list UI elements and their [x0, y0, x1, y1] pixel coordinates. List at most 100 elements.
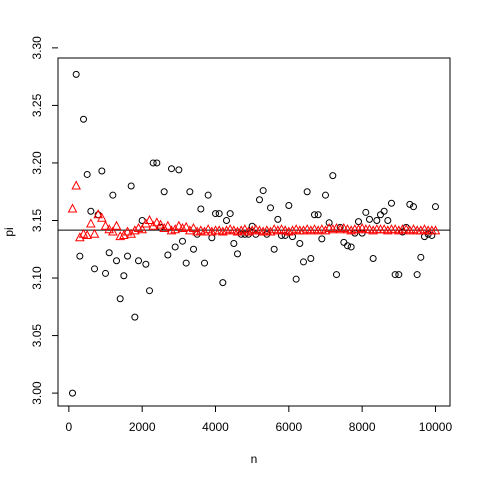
- point: [303, 188, 311, 196]
- x-axis-label: n: [251, 452, 258, 466]
- point: [83, 170, 91, 178]
- y-tick-label: 3.05: [30, 324, 44, 348]
- point: [175, 166, 183, 174]
- point: [116, 295, 124, 303]
- point: [384, 216, 392, 224]
- point: [221, 225, 232, 235]
- point: [179, 237, 187, 245]
- point: [159, 222, 170, 233]
- point: [181, 221, 192, 231]
- point: [307, 254, 315, 262]
- point: [177, 222, 188, 233]
- point: [72, 70, 80, 78]
- point: [380, 207, 388, 215]
- point: [310, 211, 318, 219]
- point: [314, 211, 322, 219]
- point: [230, 240, 238, 248]
- x-tick-label: 4000: [202, 420, 229, 434]
- point: [122, 226, 133, 236]
- point: [272, 225, 283, 235]
- point: [171, 243, 179, 251]
- x-tick-label: 0: [66, 420, 73, 434]
- point: [232, 226, 243, 236]
- point: [387, 199, 395, 207]
- point: [201, 259, 209, 267]
- point: [243, 226, 254, 236]
- point: [69, 389, 77, 397]
- point: [382, 225, 393, 235]
- point: [67, 203, 78, 213]
- point: [131, 313, 139, 321]
- point: [199, 226, 210, 236]
- point: [113, 257, 121, 265]
- point: [192, 226, 203, 236]
- point: [340, 238, 348, 246]
- point: [404, 225, 415, 235]
- point: [258, 226, 268, 236]
- point: [142, 260, 150, 268]
- point: [164, 251, 172, 259]
- point: [283, 226, 294, 236]
- point: [168, 165, 176, 173]
- point: [182, 259, 190, 267]
- point: [203, 224, 214, 234]
- point: [296, 240, 304, 248]
- point: [234, 250, 242, 258]
- point: [409, 203, 417, 211]
- point: [120, 272, 128, 280]
- point: [274, 215, 282, 223]
- point: [208, 234, 216, 242]
- point: [335, 224, 345, 234]
- point: [343, 242, 351, 250]
- point: [104, 224, 115, 234]
- point: [190, 245, 198, 253]
- point: [393, 225, 404, 235]
- point: [431, 203, 439, 211]
- point: [265, 226, 276, 236]
- point: [413, 271, 421, 279]
- point: [144, 214, 155, 224]
- point: [186, 188, 194, 196]
- point: [207, 226, 217, 236]
- point: [146, 287, 154, 295]
- point: [298, 225, 309, 235]
- point: [115, 231, 126, 241]
- point: [240, 224, 250, 234]
- point: [71, 180, 82, 190]
- plot-frame: [57, 57, 451, 407]
- y-tick-label: 3.30: [30, 36, 44, 60]
- point: [97, 212, 107, 222]
- point: [219, 279, 227, 287]
- x-tick-label: 2000: [129, 420, 156, 434]
- x-tick-label: 8000: [349, 420, 376, 434]
- point: [80, 115, 88, 123]
- point: [102, 269, 110, 277]
- point: [321, 191, 329, 199]
- point: [354, 218, 362, 226]
- x-tick-label: 6000: [275, 420, 302, 434]
- point: [373, 216, 381, 224]
- point: [160, 188, 168, 196]
- y-tick-label: 3.10: [30, 266, 44, 290]
- point: [299, 258, 307, 266]
- point: [415, 225, 426, 235]
- point: [185, 225, 195, 235]
- point: [255, 196, 263, 204]
- point: [223, 216, 231, 224]
- point: [417, 253, 425, 261]
- point: [259, 187, 267, 195]
- point: [137, 224, 148, 234]
- point: [329, 172, 337, 180]
- point: [266, 204, 274, 212]
- point: [398, 228, 406, 236]
- point: [318, 235, 326, 243]
- point: [332, 271, 340, 279]
- point: [91, 265, 99, 273]
- point: [188, 222, 199, 233]
- point: [226, 210, 234, 218]
- point: [149, 159, 157, 167]
- point: [362, 208, 370, 216]
- point: [320, 225, 331, 235]
- point: [155, 219, 166, 229]
